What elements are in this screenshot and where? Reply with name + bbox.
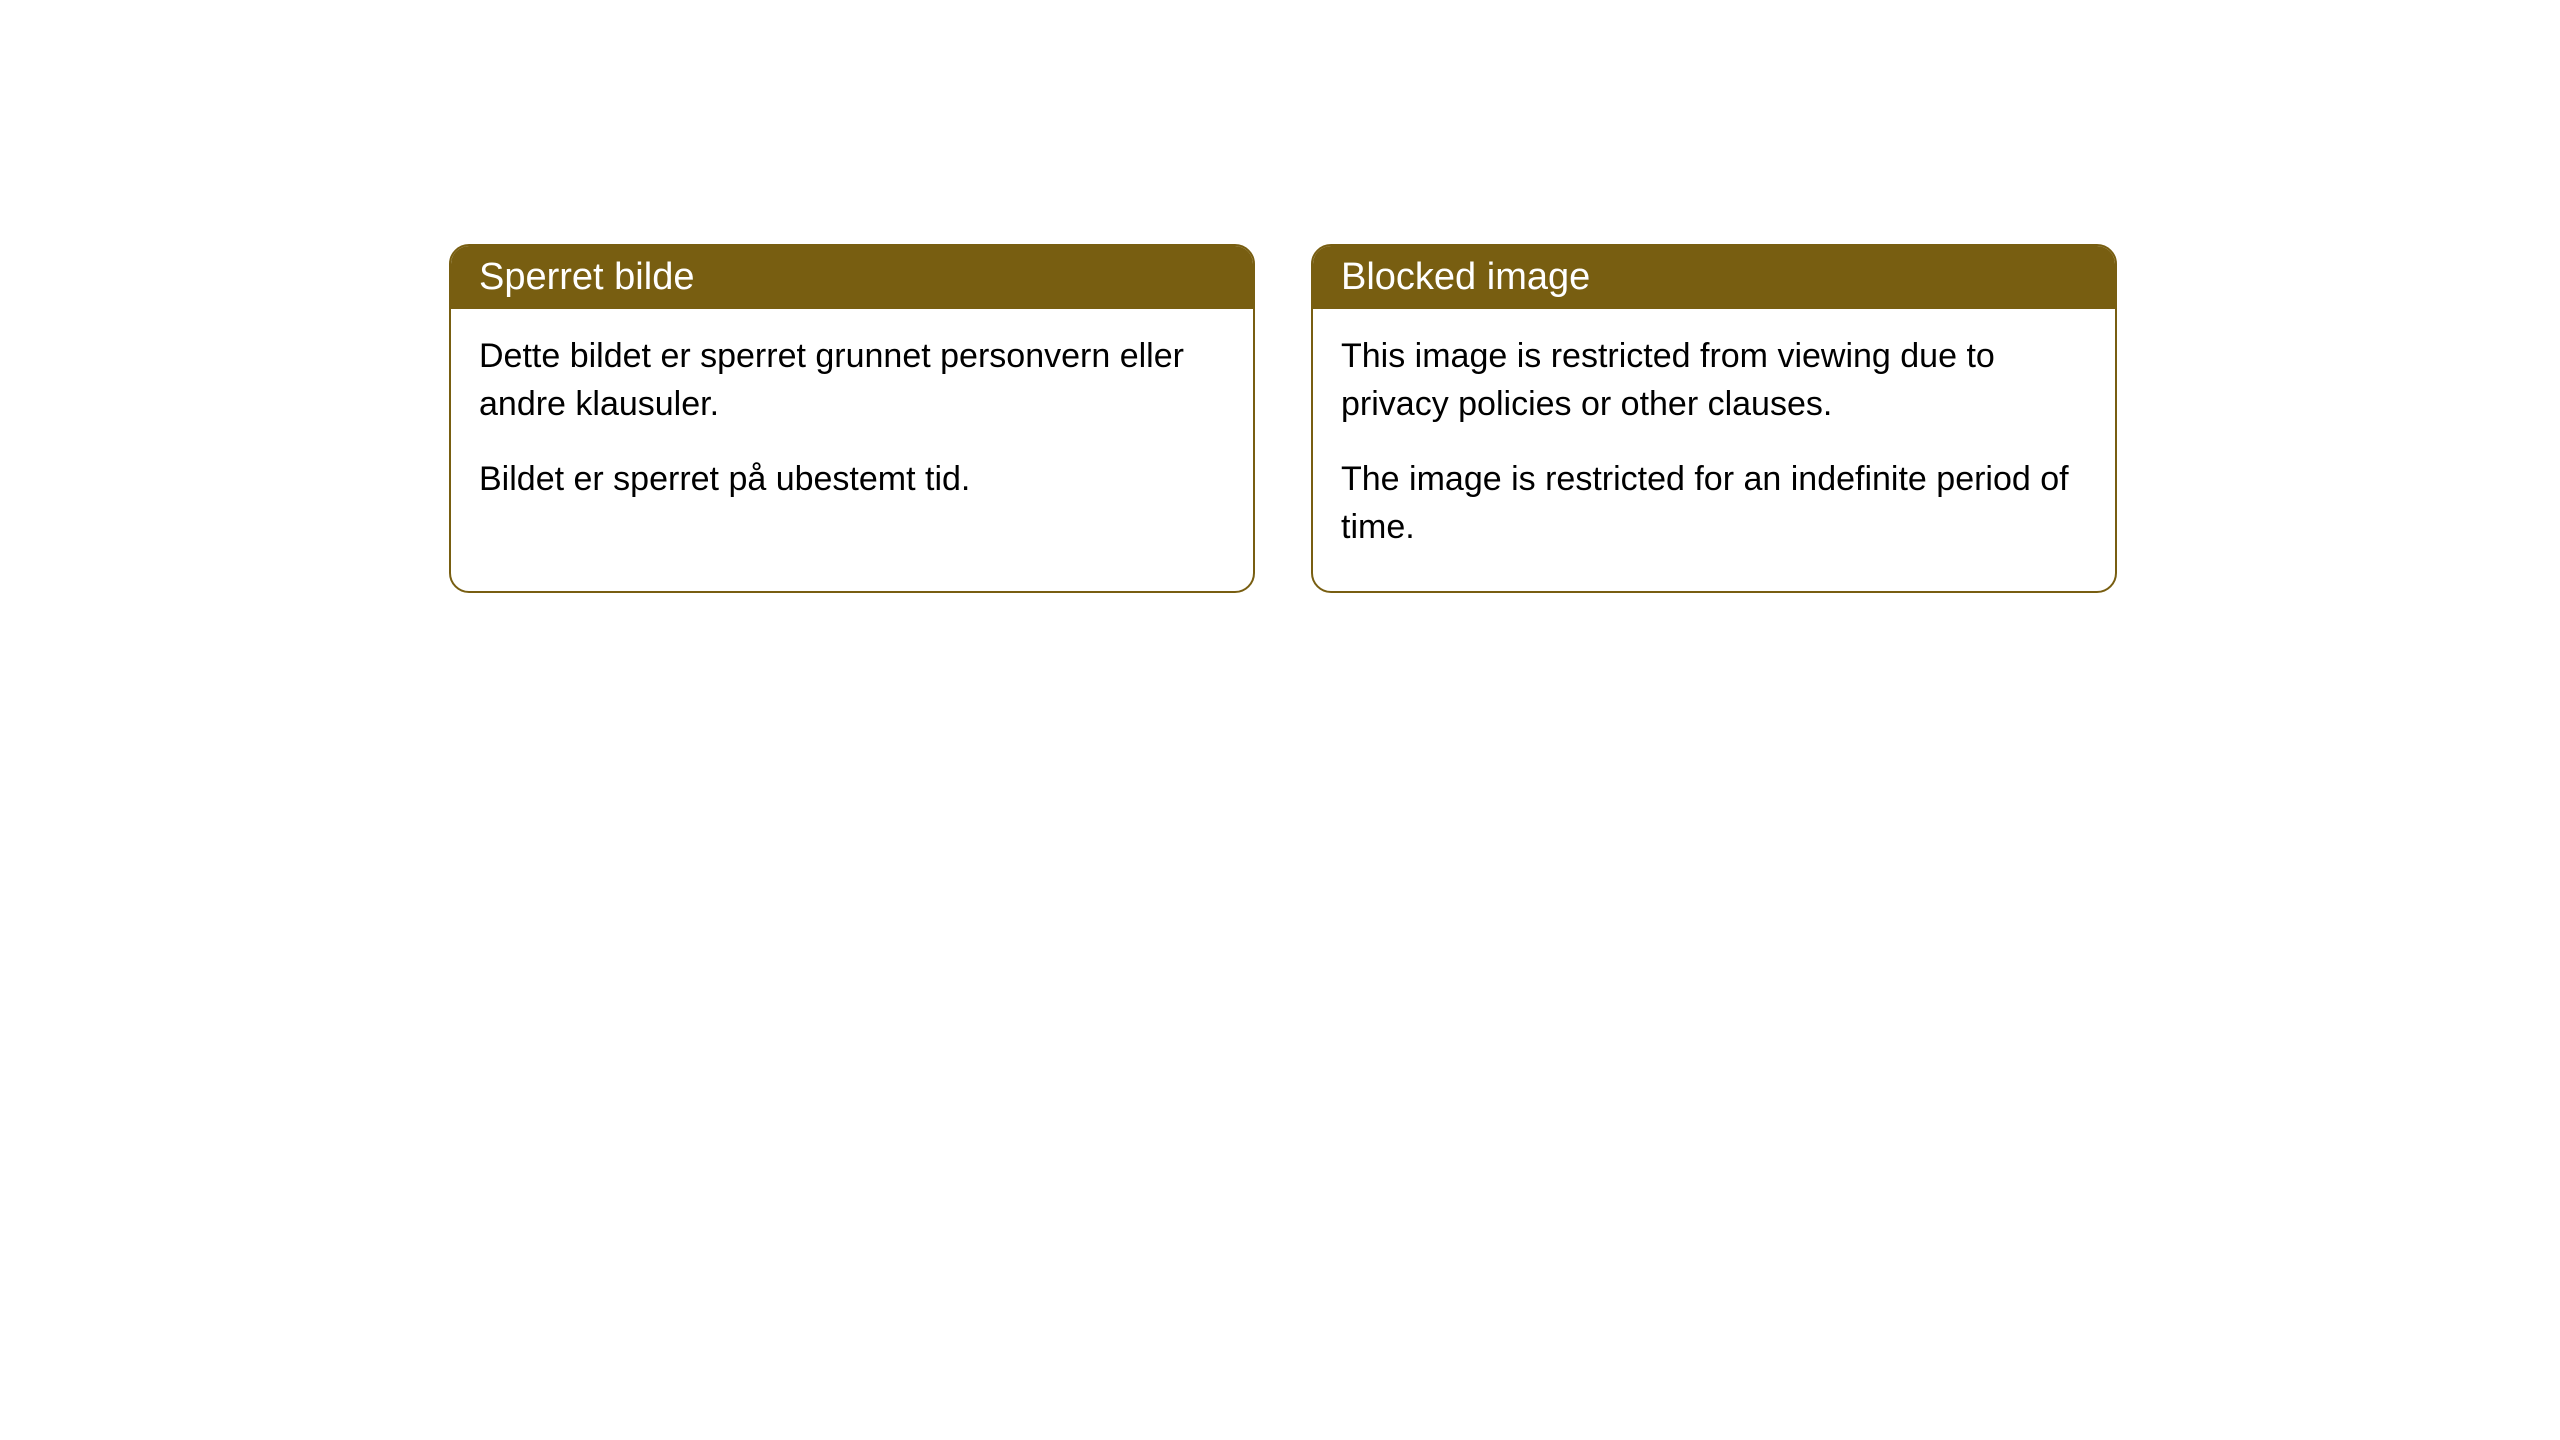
card-paragraph: The image is restricted for an indefinit… bbox=[1341, 456, 2087, 551]
card-paragraph: This image is restricted from viewing du… bbox=[1341, 333, 2087, 428]
card-title: Blocked image bbox=[1341, 256, 1590, 298]
card-paragraph: Bildet er sperret på ubestemt tid. bbox=[479, 456, 1225, 504]
card-title: Sperret bilde bbox=[479, 256, 694, 298]
blocked-image-card-norwegian: Sperret bilde Dette bildet er sperret gr… bbox=[449, 244, 1255, 593]
card-paragraph: Dette bildet er sperret grunnet personve… bbox=[479, 333, 1225, 428]
notice-cards-container: Sperret bilde Dette bildet er sperret gr… bbox=[449, 244, 2117, 593]
card-header: Sperret bilde bbox=[451, 246, 1253, 309]
card-body: Dette bildet er sperret grunnet personve… bbox=[451, 309, 1253, 544]
card-body: This image is restricted from viewing du… bbox=[1313, 309, 2115, 591]
blocked-image-card-english: Blocked image This image is restricted f… bbox=[1311, 244, 2117, 593]
card-header: Blocked image bbox=[1313, 246, 2115, 309]
